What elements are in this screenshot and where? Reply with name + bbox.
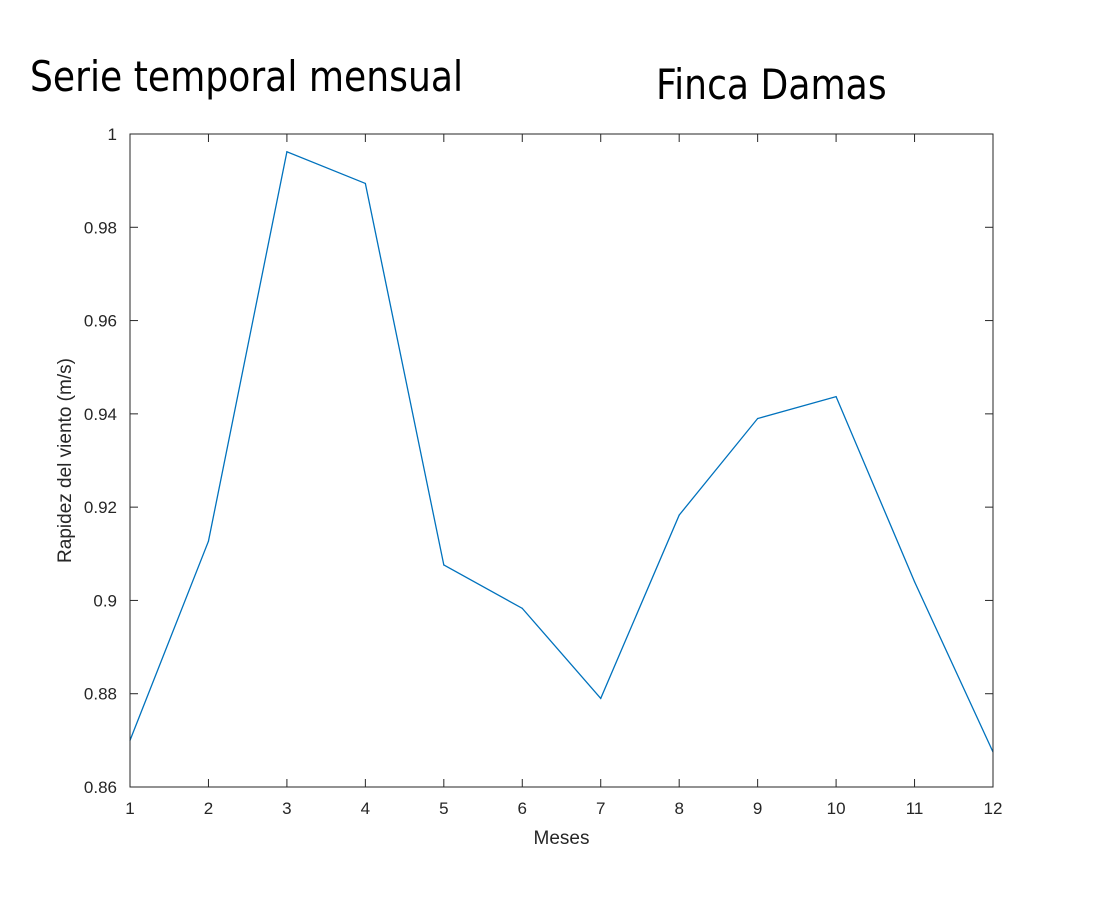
axis-ticks — [129, 133, 994, 788]
annotation-right: Finca Damas — [656, 60, 887, 109]
x-tick-label: 6 — [518, 799, 527, 818]
data-point — [600, 697, 602, 699]
y-tick-label: 0.88 — [84, 685, 117, 704]
data-point — [443, 564, 445, 566]
data-point — [913, 581, 916, 583]
x-tick-label: 10 — [827, 799, 846, 818]
series-line — [129, 150, 994, 753]
data-point — [678, 514, 680, 516]
plot-frame — [129, 133, 994, 788]
y-tick-label: 0.96 — [84, 312, 117, 331]
y-tick-label: 1 — [108, 125, 117, 144]
axis-labels: 1 2 3 4 5 6 7 8 9 10 11 120.860.880.90.920.940.960.… — [55, 125, 1002, 849]
x-tick-label: 1 — [125, 799, 134, 818]
data-point — [757, 417, 759, 420]
annotation-left: Serie temporal mensual — [30, 52, 464, 101]
x-tick-label: 3 — [282, 799, 291, 818]
data-point — [364, 182, 366, 185]
x-axis-label: Meses — [534, 828, 590, 849]
x-tick-label: 11 — [906, 799, 924, 818]
data-point — [286, 151, 288, 153]
y-tick-label: 0.92 — [84, 498, 117, 517]
y-tick-label: 0.94 — [84, 405, 117, 424]
x-tick-label: 5 — [439, 799, 448, 818]
x-tick-label: 9 — [753, 799, 762, 818]
data-point — [521, 607, 523, 609]
x-tick-label: 2 — [204, 799, 213, 818]
y-tick-label: 0.9 — [93, 591, 117, 610]
x-tick-label: 4 — [361, 799, 370, 818]
x-tick-label: 7 — [596, 799, 605, 818]
data-point — [207, 540, 210, 542]
x-tick-label: 12 — [984, 799, 1003, 818]
x-tick-label: 8 — [674, 799, 683, 818]
plot-area — [130, 134, 993, 787]
y-axis-label: Rapidez del viento (m/s) — [55, 358, 76, 563]
y-tick-label: 0.98 — [84, 218, 117, 237]
y-tick-label: 0.86 — [84, 778, 117, 797]
data-point — [835, 395, 837, 398]
